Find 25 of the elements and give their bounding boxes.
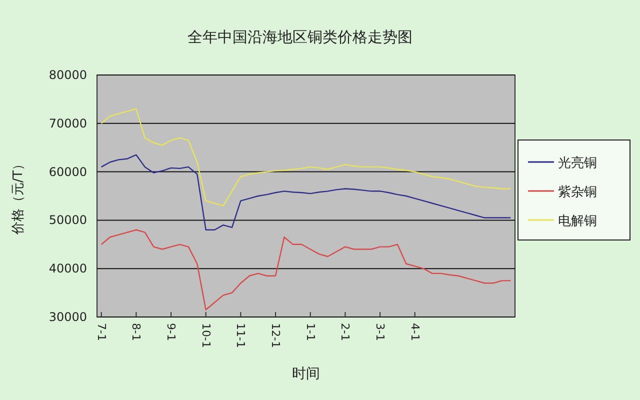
x-tick-label: 11-1 xyxy=(234,323,248,348)
x-tick-label: 9-1 xyxy=(164,323,178,341)
y-tick-label: 80000 xyxy=(48,68,87,82)
y-tick-label: 60000 xyxy=(48,164,87,179)
x-tick-label: 1-1 xyxy=(304,323,317,341)
x-tick-label: 4-1 xyxy=(408,323,422,341)
y-tick-label: 70000 xyxy=(48,116,87,130)
line-series xyxy=(100,154,512,230)
x-tick-label: 12-1 xyxy=(269,323,282,348)
x-tick-label: 3-1 xyxy=(374,323,387,341)
legend-label: 光亮铜 xyxy=(558,155,597,171)
chart-title: 全年中国沿海地区铜类价格走势图 xyxy=(188,28,412,46)
x-tick-label: 8-1 xyxy=(130,323,143,341)
x-tick-label: 7-1 xyxy=(94,323,108,341)
y-axis-title: 价格（元/T） xyxy=(11,157,26,236)
y-tick-label: 50000 xyxy=(48,213,87,228)
x-tick-label: 10-1 xyxy=(199,323,212,348)
y-tick-label: 40000 xyxy=(48,262,87,276)
x-axis-title: 时间 xyxy=(292,366,320,382)
line-series xyxy=(100,108,512,206)
legend-label: 紫杂铜 xyxy=(558,185,597,200)
legend-label: 电解铜 xyxy=(558,214,597,229)
y-tick-label: 30000 xyxy=(48,310,87,324)
line-series xyxy=(100,229,512,310)
x-tick-label: 2-1 xyxy=(338,323,352,341)
